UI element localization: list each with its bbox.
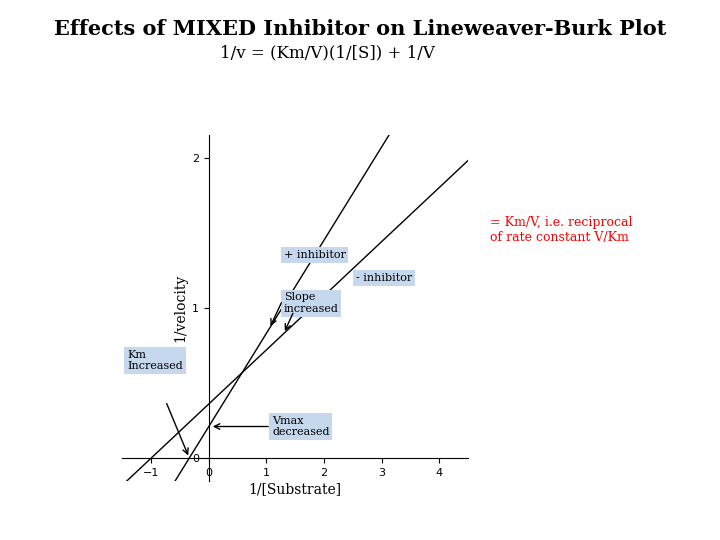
- Text: 1/v = (Km/V)(1/[S]) + 1/V: 1/v = (Km/V)(1/[S]) + 1/V: [220, 44, 435, 61]
- Text: Slope
increased: Slope increased: [284, 293, 338, 314]
- Text: = Km/V, i.e. reciprocal
of rate constant V/Km: = Km/V, i.e. reciprocal of rate constant…: [490, 216, 632, 244]
- Text: Km
Increased: Km Increased: [127, 349, 183, 371]
- Text: Vmax
decreased: Vmax decreased: [272, 416, 330, 437]
- Text: + inhibitor: + inhibitor: [284, 250, 346, 260]
- Y-axis label: 1/velocity: 1/velocity: [174, 274, 188, 342]
- Text: Effects of MIXED Inhibitor on Lineweaver-Burk Plot: Effects of MIXED Inhibitor on Lineweaver…: [54, 19, 666, 39]
- X-axis label: 1/[Substrate]: 1/[Substrate]: [248, 482, 342, 496]
- Text: - inhibitor: - inhibitor: [356, 273, 412, 283]
